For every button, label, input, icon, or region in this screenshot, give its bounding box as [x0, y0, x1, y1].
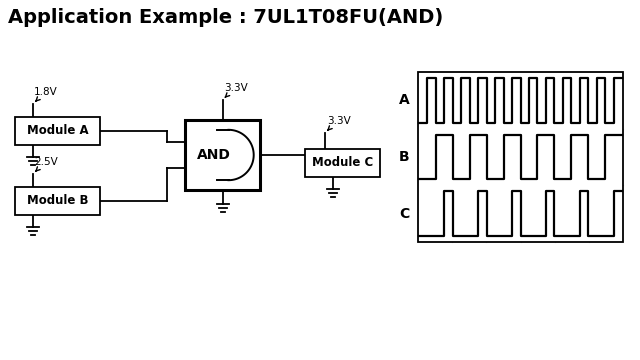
Text: A: A — [399, 93, 410, 107]
Text: 2.5V: 2.5V — [34, 157, 58, 167]
Text: Module B: Module B — [27, 194, 88, 207]
Bar — [185, 120, 260, 190]
Text: C: C — [399, 207, 409, 221]
Text: B: B — [399, 150, 410, 164]
Text: Module C: Module C — [312, 157, 373, 170]
Bar — [15, 117, 100, 145]
Text: Application Example : 7UL1T08FU(AND): Application Example : 7UL1T08FU(AND) — [8, 8, 444, 27]
Text: AND: AND — [196, 148, 230, 162]
Bar — [418, 72, 623, 242]
Text: 1.8V: 1.8V — [34, 87, 58, 97]
Text: Module A: Module A — [27, 125, 88, 138]
Bar — [15, 187, 100, 215]
Text: 3.3V: 3.3V — [225, 83, 248, 93]
Bar — [305, 149, 380, 177]
Text: 3.3V: 3.3V — [327, 116, 351, 126]
